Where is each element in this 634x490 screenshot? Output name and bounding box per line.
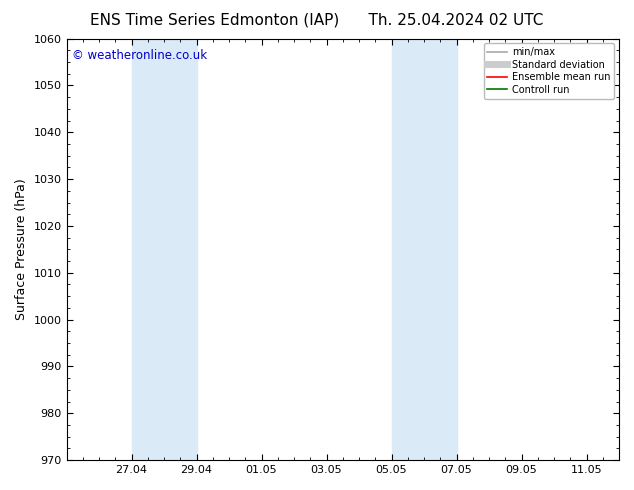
- Legend: min/max, Standard deviation, Ensemble mean run, Controll run: min/max, Standard deviation, Ensemble me…: [484, 44, 614, 98]
- Bar: [392, 39, 456, 460]
- Text: ENS Time Series Edmonton (IAP)      Th. 25.04.2024 02 UTC: ENS Time Series Edmonton (IAP) Th. 25.04…: [90, 12, 544, 27]
- Text: © weatheronline.co.uk: © weatheronline.co.uk: [72, 49, 207, 62]
- Y-axis label: Surface Pressure (hPa): Surface Pressure (hPa): [15, 178, 28, 320]
- Bar: [131, 39, 197, 460]
